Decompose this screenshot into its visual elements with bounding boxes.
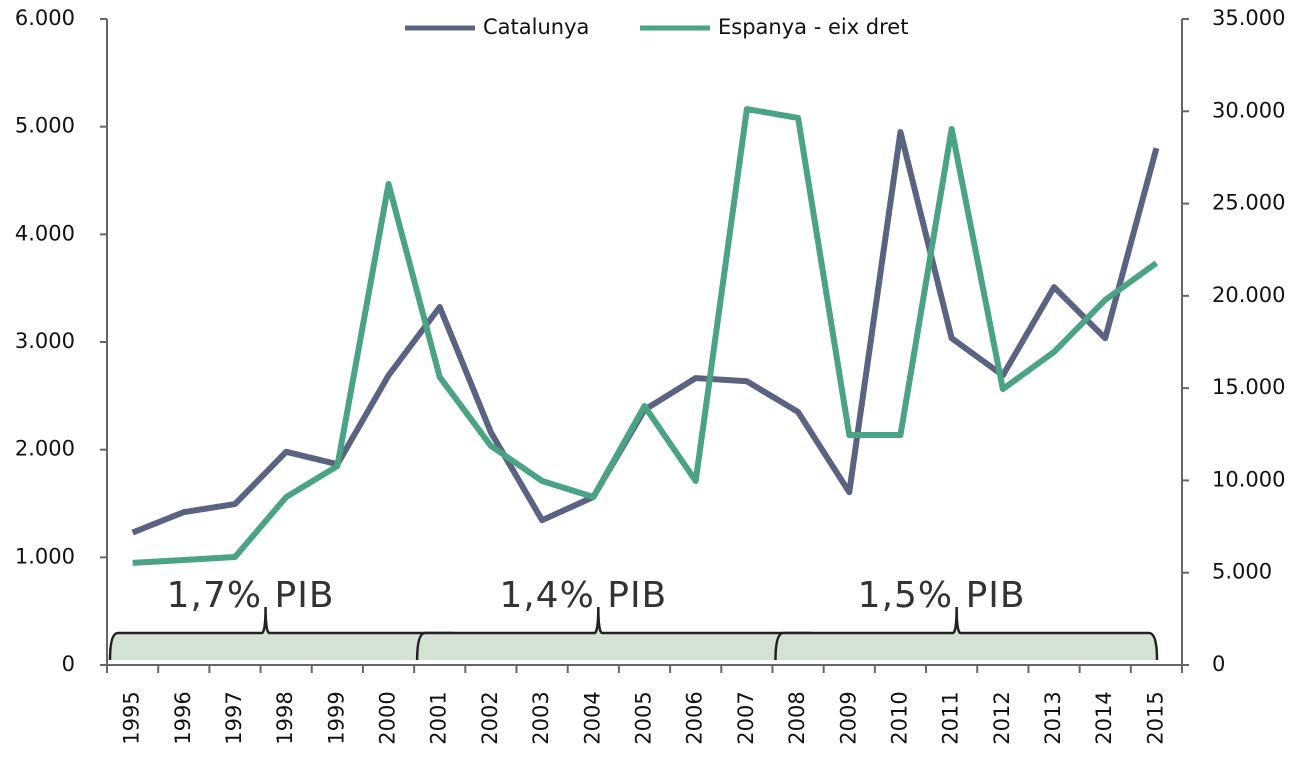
x-tick-label: 2011 bbox=[939, 691, 963, 744]
y2-tick-label: 0 bbox=[1212, 652, 1225, 676]
x-tick-label: 2013 bbox=[1041, 691, 1065, 744]
series-line bbox=[131, 129, 1160, 536]
x-tick-label: 2006 bbox=[683, 691, 707, 744]
y-tick-label: 2.000 bbox=[15, 437, 75, 461]
brace bbox=[774, 606, 1159, 661]
x-tick-label: 2014 bbox=[1092, 691, 1116, 744]
x-tick-label: 2000 bbox=[376, 691, 400, 744]
x-tick-label: 2002 bbox=[478, 691, 502, 744]
x-tick-label: 2001 bbox=[427, 691, 451, 744]
x-tick-label: 2008 bbox=[785, 691, 809, 744]
x-tick-label: 1997 bbox=[222, 691, 246, 744]
x-tick-label: 2010 bbox=[887, 691, 911, 744]
x-tick-label: 2009 bbox=[836, 691, 860, 744]
y2-tick-label: 10.000 bbox=[1212, 467, 1285, 491]
x-tick-label: 1998 bbox=[273, 691, 297, 744]
y2-tick-label: 35.000 bbox=[1212, 6, 1285, 30]
y2-tick-label: 25.000 bbox=[1212, 191, 1285, 215]
x-tick-label: 1996 bbox=[171, 691, 195, 744]
y-tick-label: 0 bbox=[62, 652, 75, 676]
series-line bbox=[132, 106, 1159, 566]
y2-tick-label: 15.000 bbox=[1212, 375, 1285, 399]
y2-tick-label: 5.000 bbox=[1212, 560, 1272, 584]
annotation: 1,5% PIB bbox=[858, 575, 1026, 616]
x-tick-label: 2004 bbox=[580, 691, 604, 744]
legend-label: Espanya - eix dret bbox=[718, 15, 908, 39]
x-tick-label: 1999 bbox=[324, 691, 348, 744]
y-tick-label: 3.000 bbox=[15, 329, 75, 353]
y2-tick-label: 30.000 bbox=[1212, 98, 1285, 122]
y-tick-label: 5.000 bbox=[15, 114, 75, 138]
y-tick-label: 4.000 bbox=[15, 221, 75, 245]
x-tick-label: 2005 bbox=[632, 691, 656, 744]
y-tick-label: 1.000 bbox=[15, 544, 75, 568]
x-tick-label: 2003 bbox=[529, 691, 553, 744]
annotation: 1,7% PIB bbox=[167, 575, 335, 616]
x-tick-label: 1995 bbox=[120, 691, 144, 744]
y-tick-label: 6.000 bbox=[15, 6, 75, 30]
annotation: 1,4% PIB bbox=[499, 575, 667, 616]
y2-tick-label: 20.000 bbox=[1212, 283, 1285, 307]
x-tick-label: 2015 bbox=[1143, 691, 1167, 744]
x-tick-label: 2007 bbox=[734, 691, 758, 744]
x-tick-label: 2012 bbox=[990, 691, 1014, 744]
legend-label: Catalunya bbox=[483, 15, 589, 39]
